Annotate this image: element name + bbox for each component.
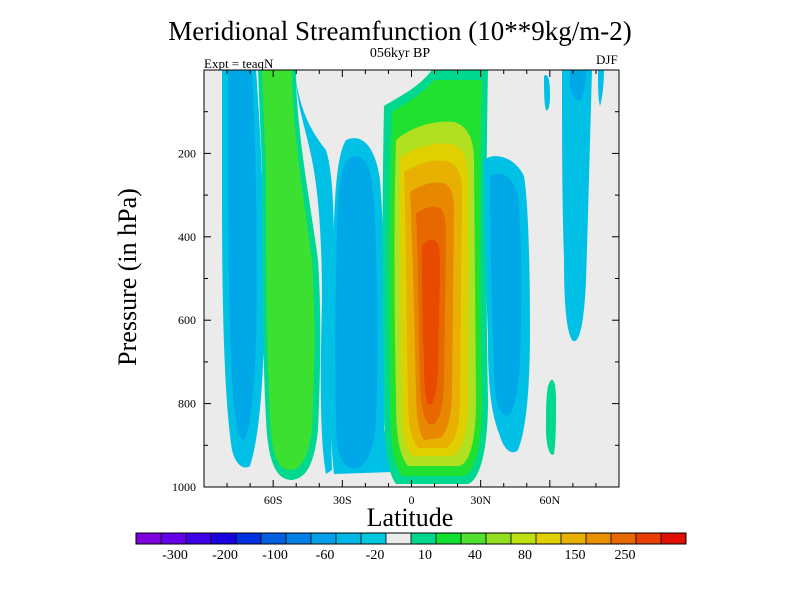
x-tick-label: 30N — [470, 493, 491, 507]
colorbar-label: 40 — [468, 548, 482, 563]
region-nh-ferrel-cell — [484, 156, 530, 453]
x-axis-label: Latitude — [366, 503, 454, 532]
colorbar-swatch — [636, 533, 662, 544]
y-tick-label: 800 — [178, 397, 196, 411]
contour-band-b — [262, 70, 315, 470]
contour-band-c — [544, 74, 550, 111]
y-tick-label: 1000 — [172, 480, 196, 494]
colorbar-swatch — [586, 533, 612, 544]
colorbar-swatch — [486, 533, 512, 544]
colorbar-label: -60 — [316, 548, 335, 563]
y-tick-label: 600 — [178, 313, 196, 327]
colorbar-swatch — [461, 533, 487, 544]
colorbar-swatch — [661, 533, 687, 544]
contour-band-b — [490, 173, 522, 417]
x-tick-label: 60S — [264, 493, 283, 507]
colorbar-label: -200 — [212, 548, 238, 563]
region-nh-upper-positive — [546, 379, 556, 455]
colorbar-swatch — [161, 533, 187, 544]
region-sh-ferrel-cell — [258, 70, 321, 480]
colorbar-swatch — [286, 533, 312, 544]
chart-subtitle: 056kyr BP — [369, 46, 431, 61]
colorbar-swatch — [436, 533, 462, 544]
colorbar-label: 80 — [518, 548, 532, 563]
colorbar-swatch — [211, 533, 237, 544]
colorbar: -300 -200 -100 -60 -20 10 40 80 150 250 — [135, 532, 687, 563]
colorbar-label: -100 — [262, 548, 288, 563]
colorbar-swatch — [561, 533, 587, 544]
colorbar-swatch — [386, 533, 412, 544]
y-tick-label: 200 — [178, 146, 196, 160]
contour-band-250 — [422, 239, 440, 404]
region-nh-polar-cell — [544, 70, 604, 342]
y-axis-ticks: 200 400 600 800 1000 — [172, 111, 619, 494]
region-winter-hadley-cell — [382, 70, 488, 484]
colorbar-swatch — [611, 533, 637, 544]
contour-band-a — [546, 379, 556, 455]
x-tick-label: 60N — [539, 493, 560, 507]
region-sh-polar-cell — [222, 70, 265, 468]
colorbar-swatch — [361, 533, 387, 544]
colorbar-label: -20 — [366, 548, 385, 563]
y-tick-label: 400 — [178, 230, 196, 244]
region-sh-hadley-outer — [296, 80, 334, 474]
contour-band-a — [296, 80, 334, 474]
colorbar-label: 10 — [418, 548, 432, 563]
colorbar-swatch — [511, 533, 537, 544]
x-tick-label: 30S — [333, 493, 352, 507]
contour-band-d — [598, 70, 604, 106]
contour-band-b — [570, 70, 586, 101]
colorbar-swatch — [336, 533, 362, 544]
colorbar-swatch — [236, 533, 262, 544]
colorbar-swatch — [186, 533, 212, 544]
x-tick-label: 0 — [409, 493, 415, 507]
region-sh-hadley-cell — [330, 138, 393, 474]
colorbar-swatch — [261, 533, 287, 544]
contour-field — [222, 70, 604, 484]
chart-title: Meridional Streamfunction (10**9kg/m-2) — [168, 16, 632, 46]
x-axis-ticks: 60S 30S 0 30N 60N — [226, 70, 597, 507]
contour-band-b — [228, 70, 257, 440]
colorbar-swatch — [311, 533, 337, 544]
colorbar-swatch — [136, 533, 162, 544]
experiment-label: Expt = teaqN — [204, 56, 274, 71]
colorbar-swatch — [411, 533, 437, 544]
colorbar-frame — [135, 532, 687, 545]
colorbar-label: 150 — [565, 548, 586, 563]
season-label: DJF — [596, 52, 618, 67]
colorbar-swatch — [536, 533, 562, 544]
contour-band-b — [335, 156, 378, 469]
colorbar-label: -300 — [162, 548, 188, 563]
contour-band-a — [562, 70, 592, 342]
colorbar-label: 250 — [615, 548, 636, 563]
